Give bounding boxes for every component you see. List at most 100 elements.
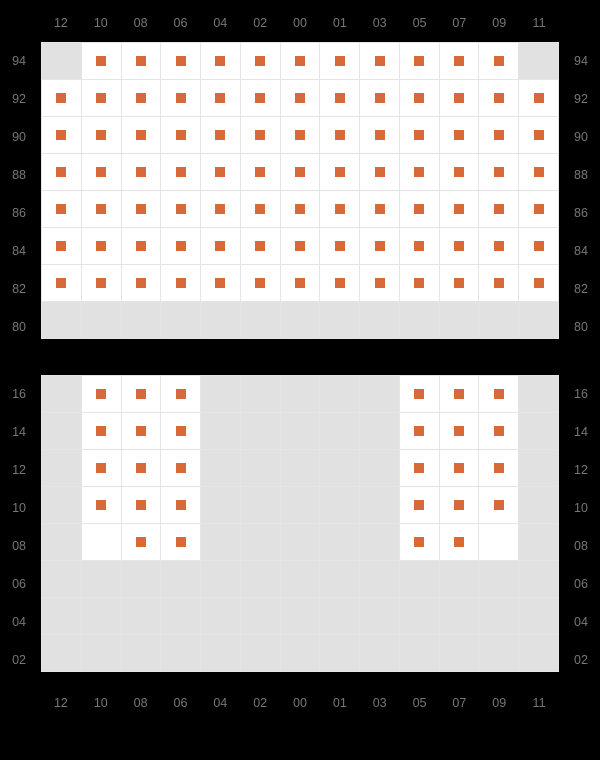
seat-available[interactable] bbox=[201, 117, 241, 154]
seat-available[interactable] bbox=[241, 117, 281, 154]
seat-available[interactable] bbox=[479, 413, 519, 450]
seat-available[interactable] bbox=[161, 154, 201, 191]
seat-available[interactable] bbox=[519, 228, 559, 265]
seat-available[interactable] bbox=[42, 154, 82, 191]
seat-available[interactable] bbox=[42, 191, 82, 228]
seat-available[interactable] bbox=[519, 265, 559, 302]
seat-available[interactable] bbox=[281, 80, 321, 117]
seat-available[interactable] bbox=[42, 228, 82, 265]
seat-available[interactable] bbox=[519, 191, 559, 228]
seat-available[interactable] bbox=[241, 154, 281, 191]
seat-available[interactable] bbox=[161, 43, 201, 80]
seat-available[interactable] bbox=[400, 450, 440, 487]
seat-available[interactable] bbox=[82, 43, 122, 80]
seat-available[interactable] bbox=[479, 154, 519, 191]
seat-available[interactable] bbox=[122, 376, 162, 413]
seat-available[interactable] bbox=[201, 80, 241, 117]
seat-available[interactable] bbox=[161, 450, 201, 487]
seat-available[interactable] bbox=[201, 191, 241, 228]
seat-available[interactable] bbox=[400, 413, 440, 450]
seat-available[interactable] bbox=[161, 191, 201, 228]
seat-available[interactable] bbox=[122, 524, 162, 561]
seat-available[interactable] bbox=[479, 265, 519, 302]
seat-available[interactable] bbox=[82, 487, 122, 524]
seat-available[interactable] bbox=[161, 524, 201, 561]
seat-available[interactable] bbox=[440, 191, 480, 228]
seat-available[interactable] bbox=[400, 80, 440, 117]
seat-available[interactable] bbox=[519, 117, 559, 154]
seat-available[interactable] bbox=[440, 43, 480, 80]
seat-available[interactable] bbox=[82, 413, 122, 450]
seat-available[interactable] bbox=[42, 265, 82, 302]
seat-available[interactable] bbox=[161, 413, 201, 450]
seat-available[interactable] bbox=[400, 43, 440, 80]
seat-available[interactable] bbox=[400, 487, 440, 524]
seat-available[interactable] bbox=[161, 487, 201, 524]
seat-available[interactable] bbox=[360, 265, 400, 302]
seat-available[interactable] bbox=[122, 191, 162, 228]
seat-available[interactable] bbox=[440, 228, 480, 265]
seat-available[interactable] bbox=[201, 228, 241, 265]
seat-empty[interactable] bbox=[479, 524, 519, 561]
seat-available[interactable] bbox=[82, 80, 122, 117]
seat-available[interactable] bbox=[360, 43, 400, 80]
seat-available[interactable] bbox=[241, 191, 281, 228]
seat-available[interactable] bbox=[400, 524, 440, 561]
seat-available[interactable] bbox=[440, 154, 480, 191]
seat-available[interactable] bbox=[42, 117, 82, 154]
seat-available[interactable] bbox=[400, 154, 440, 191]
seat-available[interactable] bbox=[161, 80, 201, 117]
seat-available[interactable] bbox=[479, 80, 519, 117]
seat-available[interactable] bbox=[201, 265, 241, 302]
seat-available[interactable] bbox=[82, 228, 122, 265]
seat-available[interactable] bbox=[281, 265, 321, 302]
seat-available[interactable] bbox=[479, 487, 519, 524]
seat-available[interactable] bbox=[82, 154, 122, 191]
seat-available[interactable] bbox=[360, 191, 400, 228]
seat-available[interactable] bbox=[82, 117, 122, 154]
seat-available[interactable] bbox=[320, 117, 360, 154]
seat-available[interactable] bbox=[360, 80, 400, 117]
seat-available[interactable] bbox=[281, 154, 321, 191]
seat-available[interactable] bbox=[281, 191, 321, 228]
seat-available[interactable] bbox=[479, 450, 519, 487]
seat-available[interactable] bbox=[82, 450, 122, 487]
seat-available[interactable] bbox=[400, 191, 440, 228]
seat-available[interactable] bbox=[479, 117, 519, 154]
seat-available[interactable] bbox=[241, 80, 281, 117]
seat-empty[interactable] bbox=[82, 524, 122, 561]
seat-available[interactable] bbox=[479, 376, 519, 413]
seat-available[interactable] bbox=[82, 191, 122, 228]
seat-available[interactable] bbox=[440, 450, 480, 487]
seat-available[interactable] bbox=[122, 450, 162, 487]
seat-available[interactable] bbox=[400, 228, 440, 265]
seat-available[interactable] bbox=[281, 43, 321, 80]
seat-available[interactable] bbox=[440, 117, 480, 154]
seat-available[interactable] bbox=[42, 80, 82, 117]
seat-available[interactable] bbox=[440, 413, 480, 450]
seat-available[interactable] bbox=[122, 80, 162, 117]
seat-available[interactable] bbox=[400, 376, 440, 413]
seat-available[interactable] bbox=[440, 524, 480, 561]
seat-available[interactable] bbox=[201, 43, 241, 80]
seat-available[interactable] bbox=[519, 154, 559, 191]
seat-available[interactable] bbox=[320, 228, 360, 265]
seat-available[interactable] bbox=[400, 265, 440, 302]
seat-available[interactable] bbox=[479, 228, 519, 265]
seat-available[interactable] bbox=[320, 80, 360, 117]
seat-available[interactable] bbox=[122, 228, 162, 265]
seat-available[interactable] bbox=[440, 487, 480, 524]
seat-available[interactable] bbox=[360, 228, 400, 265]
seat-available[interactable] bbox=[440, 265, 480, 302]
seat-available[interactable] bbox=[281, 228, 321, 265]
seat-available[interactable] bbox=[122, 265, 162, 302]
seat-available[interactable] bbox=[122, 117, 162, 154]
seat-available[interactable] bbox=[122, 487, 162, 524]
seat-available[interactable] bbox=[161, 376, 201, 413]
seat-available[interactable] bbox=[360, 154, 400, 191]
seat-available[interactable] bbox=[400, 117, 440, 154]
seat-available[interactable] bbox=[320, 265, 360, 302]
seat-available[interactable] bbox=[320, 43, 360, 80]
seat-available[interactable] bbox=[241, 228, 281, 265]
seat-available[interactable] bbox=[82, 376, 122, 413]
